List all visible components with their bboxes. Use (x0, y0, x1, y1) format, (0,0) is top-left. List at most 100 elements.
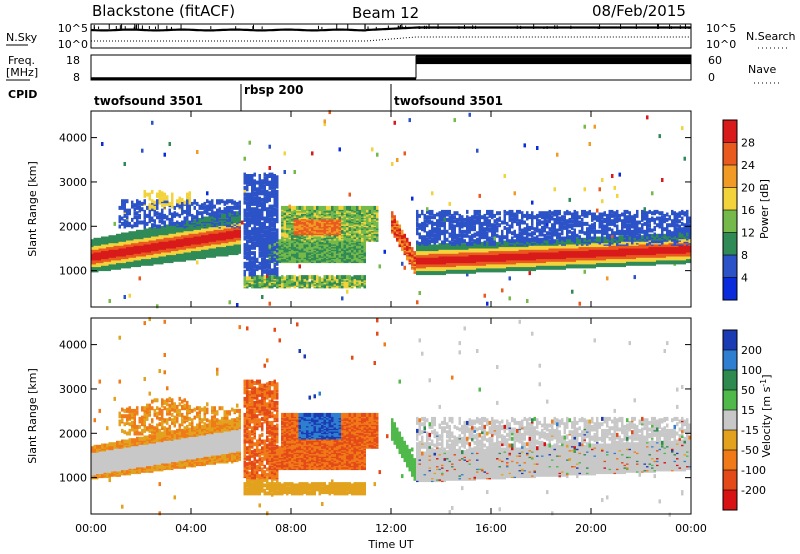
data-cell (246, 201, 249, 206)
data-cell (138, 220, 141, 225)
data-cell (106, 236, 109, 241)
data-cell (188, 212, 191, 217)
data-cell (396, 220, 399, 225)
data-cell (151, 216, 154, 221)
freq-nave-panel: Freq. [MHz] 18 8 60 0 Nave CPID twofsoun… (6, 54, 782, 111)
data-cell (143, 199, 146, 204)
data-cell (246, 232, 249, 237)
data-cell (266, 189, 269, 194)
data-cell (373, 205, 376, 210)
data-cell (161, 212, 164, 217)
data-cell (346, 205, 349, 210)
data-cell (301, 275, 304, 280)
data-cell (423, 213, 426, 218)
data-cell (416, 227, 419, 232)
data-cell (256, 187, 259, 192)
data-cell (253, 207, 256, 212)
data-cell (251, 237, 254, 242)
data-cell (278, 239, 281, 244)
data-cell (246, 211, 249, 216)
data-cell (211, 209, 214, 214)
data-cell (271, 204, 274, 209)
data-cell (166, 195, 169, 200)
data-cell (396, 158, 399, 162)
data-cell (273, 275, 276, 280)
data-cell (178, 221, 181, 226)
data-cell (256, 283, 259, 288)
data-cell (186, 205, 189, 210)
data-cell (223, 207, 226, 212)
data-cell (411, 196, 414, 201)
data-cell (183, 209, 186, 214)
data-cell (308, 275, 311, 280)
data-cell (208, 212, 211, 217)
data-cell (416, 209, 419, 214)
data-cell (253, 268, 256, 273)
data-cell (123, 212, 126, 217)
data-cell (173, 213, 176, 218)
data-cell (256, 264, 259, 269)
data-cell (276, 228, 279, 233)
data-cell (176, 203, 179, 208)
data-cell (366, 205, 369, 210)
data-cell (433, 221, 436, 226)
cpid-program: twofsound 3501 (94, 94, 203, 108)
data-cell (263, 237, 266, 242)
nave-series-after (416, 57, 691, 65)
data-cell (168, 142, 171, 146)
data-cell (361, 275, 364, 280)
data-cell (123, 224, 126, 229)
data-cell (163, 196, 166, 201)
data-cell (121, 216, 124, 221)
data-cell (121, 201, 124, 206)
data-cell (218, 213, 221, 218)
data-cell (191, 217, 194, 222)
data-cell (406, 237, 409, 242)
data-cell (143, 209, 146, 214)
data-cell (428, 215, 431, 220)
data-cell (353, 275, 356, 280)
data-cell (148, 212, 151, 217)
data-cell (391, 162, 394, 166)
data-cell (271, 268, 274, 273)
data-cell (121, 221, 124, 226)
data-cell (236, 211, 239, 216)
data-cell (328, 275, 331, 280)
data-cell (248, 192, 251, 197)
nave-tick-bottom: 0 (708, 71, 715, 84)
data-cell (331, 205, 334, 210)
data-cell (286, 205, 289, 210)
data-cell (241, 220, 244, 225)
data-cell (178, 200, 181, 205)
data-cell (348, 205, 351, 210)
data-cell (128, 221, 131, 226)
data-cell (423, 219, 426, 224)
data-cell (276, 216, 279, 221)
data-cell (298, 264, 301, 269)
data-cell (123, 162, 126, 166)
data-cell (178, 204, 181, 209)
data-cell (243, 217, 246, 222)
data-cell (308, 205, 311, 210)
data-cell (246, 179, 249, 184)
data-cell (418, 213, 421, 218)
data-cell (121, 204, 124, 209)
data-cell (303, 205, 306, 210)
data-cell (268, 191, 271, 196)
data-cell (248, 283, 251, 288)
data-cell (276, 208, 279, 213)
data-cell (158, 224, 161, 229)
data-cell (158, 193, 161, 198)
data-cell (131, 217, 134, 222)
data-cell (253, 191, 256, 196)
data-cell (206, 207, 209, 212)
data-cell (318, 205, 321, 210)
freq-tick-bottom: 8 (73, 71, 80, 84)
data-cell (243, 248, 246, 253)
data-cell (276, 189, 279, 194)
data-cell (216, 215, 219, 220)
data-cell (306, 205, 309, 210)
data-cell (431, 191, 434, 196)
data-cell (193, 199, 196, 204)
